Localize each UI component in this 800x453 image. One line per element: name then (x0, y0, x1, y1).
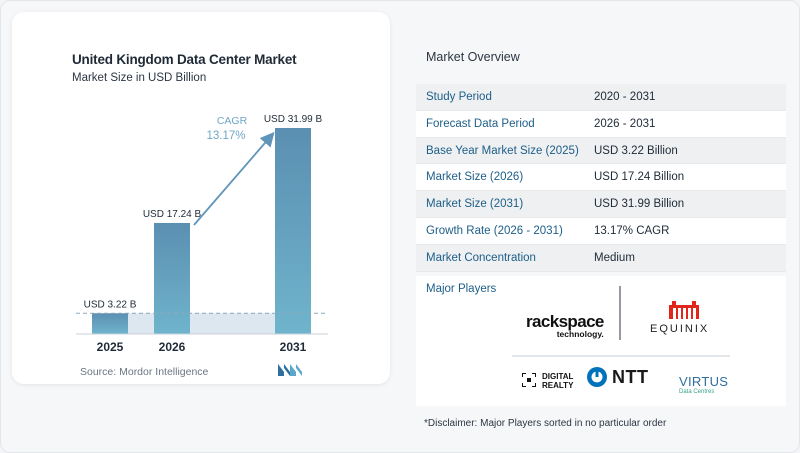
data-label: USD 17.24 B (143, 209, 202, 220)
equinix-wordmark: EQUINIX (650, 323, 710, 335)
ntt-wordmark: NTT (612, 367, 649, 387)
overview-row-label: Market Size (2031) (426, 198, 524, 211)
digital-realty-logo: DIGITAL REALTY (522, 370, 578, 392)
overview-row: Market Concentration Medium (416, 244, 786, 272)
overview-row-value: USD 17.24 Billion (594, 171, 685, 184)
cagr-value: 13.17% (206, 130, 245, 142)
bar-2026 (154, 222, 190, 334)
overview-row-value: 13.17% CAGR (594, 224, 670, 237)
overview-row-label: Base Year Market Size (2025) (426, 144, 579, 157)
overview-row-label: Market Size (2026) (426, 171, 524, 184)
disclaimer: *Disclaimer: Major Players sorted in no … (424, 418, 667, 429)
overview-row: Base Year Market Size (2025) USD 3.22 Bil… (416, 137, 786, 165)
overview-table: Study Period 2020 - 2031 Forecast Data Pe… (416, 84, 786, 272)
overview-row-value: USD 31.99 Billion (594, 198, 685, 211)
rackspace-logo: rackspace technology. (526, 312, 604, 339)
overview-row-label: Market Concentration (426, 251, 536, 264)
overview-title: Market Overview (426, 50, 520, 64)
bar-2031 (275, 128, 311, 334)
overview-row-label: Forecast Data Period (426, 117, 535, 130)
overview-row-label: Growth Rate (2026 - 2031) (426, 224, 563, 237)
chart-subtitle: Market Size in USD Billion (72, 72, 207, 84)
data-label: USD 31.99 B (264, 114, 323, 125)
x-tick-label: 2026 (159, 340, 186, 354)
overview-row: Market Size (2026) USD 17.24 Billion (416, 164, 786, 192)
overview-row: Forecast Data Period 2026 - 2031 (416, 110, 786, 138)
x-tick-label: 2025 (97, 340, 124, 354)
digital-realty-word-1: DIGITAL (542, 372, 574, 381)
bar-2025 (92, 313, 128, 334)
virtus-tagline: Data Centres (679, 389, 715, 395)
ntt-logo: NTT (586, 364, 662, 392)
overview-row-value: Medium (594, 251, 635, 264)
chart-title: United Kingdom Data Center Market (72, 52, 297, 67)
source-note: Source: Mordor Intelligence (80, 366, 209, 378)
rackspace-wordmark: rackspace (526, 312, 604, 331)
digital-realty-word-2: REALTY (542, 381, 574, 390)
overview-row: Market Size (2031) USD 31.99 Billion (416, 191, 786, 218)
cagr-label: CAGR (217, 115, 248, 127)
mordor-logo-icon (278, 364, 302, 376)
equinix-mark-icon (669, 301, 699, 319)
growth-arrow (193, 131, 275, 226)
overview-row-label: Study Period (426, 91, 492, 103)
x-tick-label: 2031 (280, 340, 307, 354)
digital-realty-mark-icon (522, 373, 536, 387)
virtus-logo: VIRTUS Data Centres (679, 374, 728, 395)
players-grid-lines (512, 286, 730, 357)
rackspace-tagline: technology. (556, 329, 604, 339)
equinix-logo: EQUINIX (650, 301, 720, 335)
overview-row: Growth Rate (2026 - 2031) 13.17% CAGR (416, 217, 786, 245)
ntt-mark-icon (587, 367, 607, 387)
major-players-title: Major Players (426, 283, 497, 295)
overview-row-value: 2020 - 2031 (594, 91, 656, 103)
overview-row-value: 2026 - 2031 (594, 117, 656, 130)
data-label: USD 3.22 B (84, 299, 137, 310)
overview-row: Study Period 2020 - 2031 (416, 84, 786, 111)
overview-row-value: USD 3.22 Billion (594, 144, 678, 157)
virtus-wordmark: VIRTUS (679, 374, 729, 389)
bar-chart: USD 3.22 B USD 17.24 B USD 31.99 B 2025 2026… (76, 114, 328, 354)
